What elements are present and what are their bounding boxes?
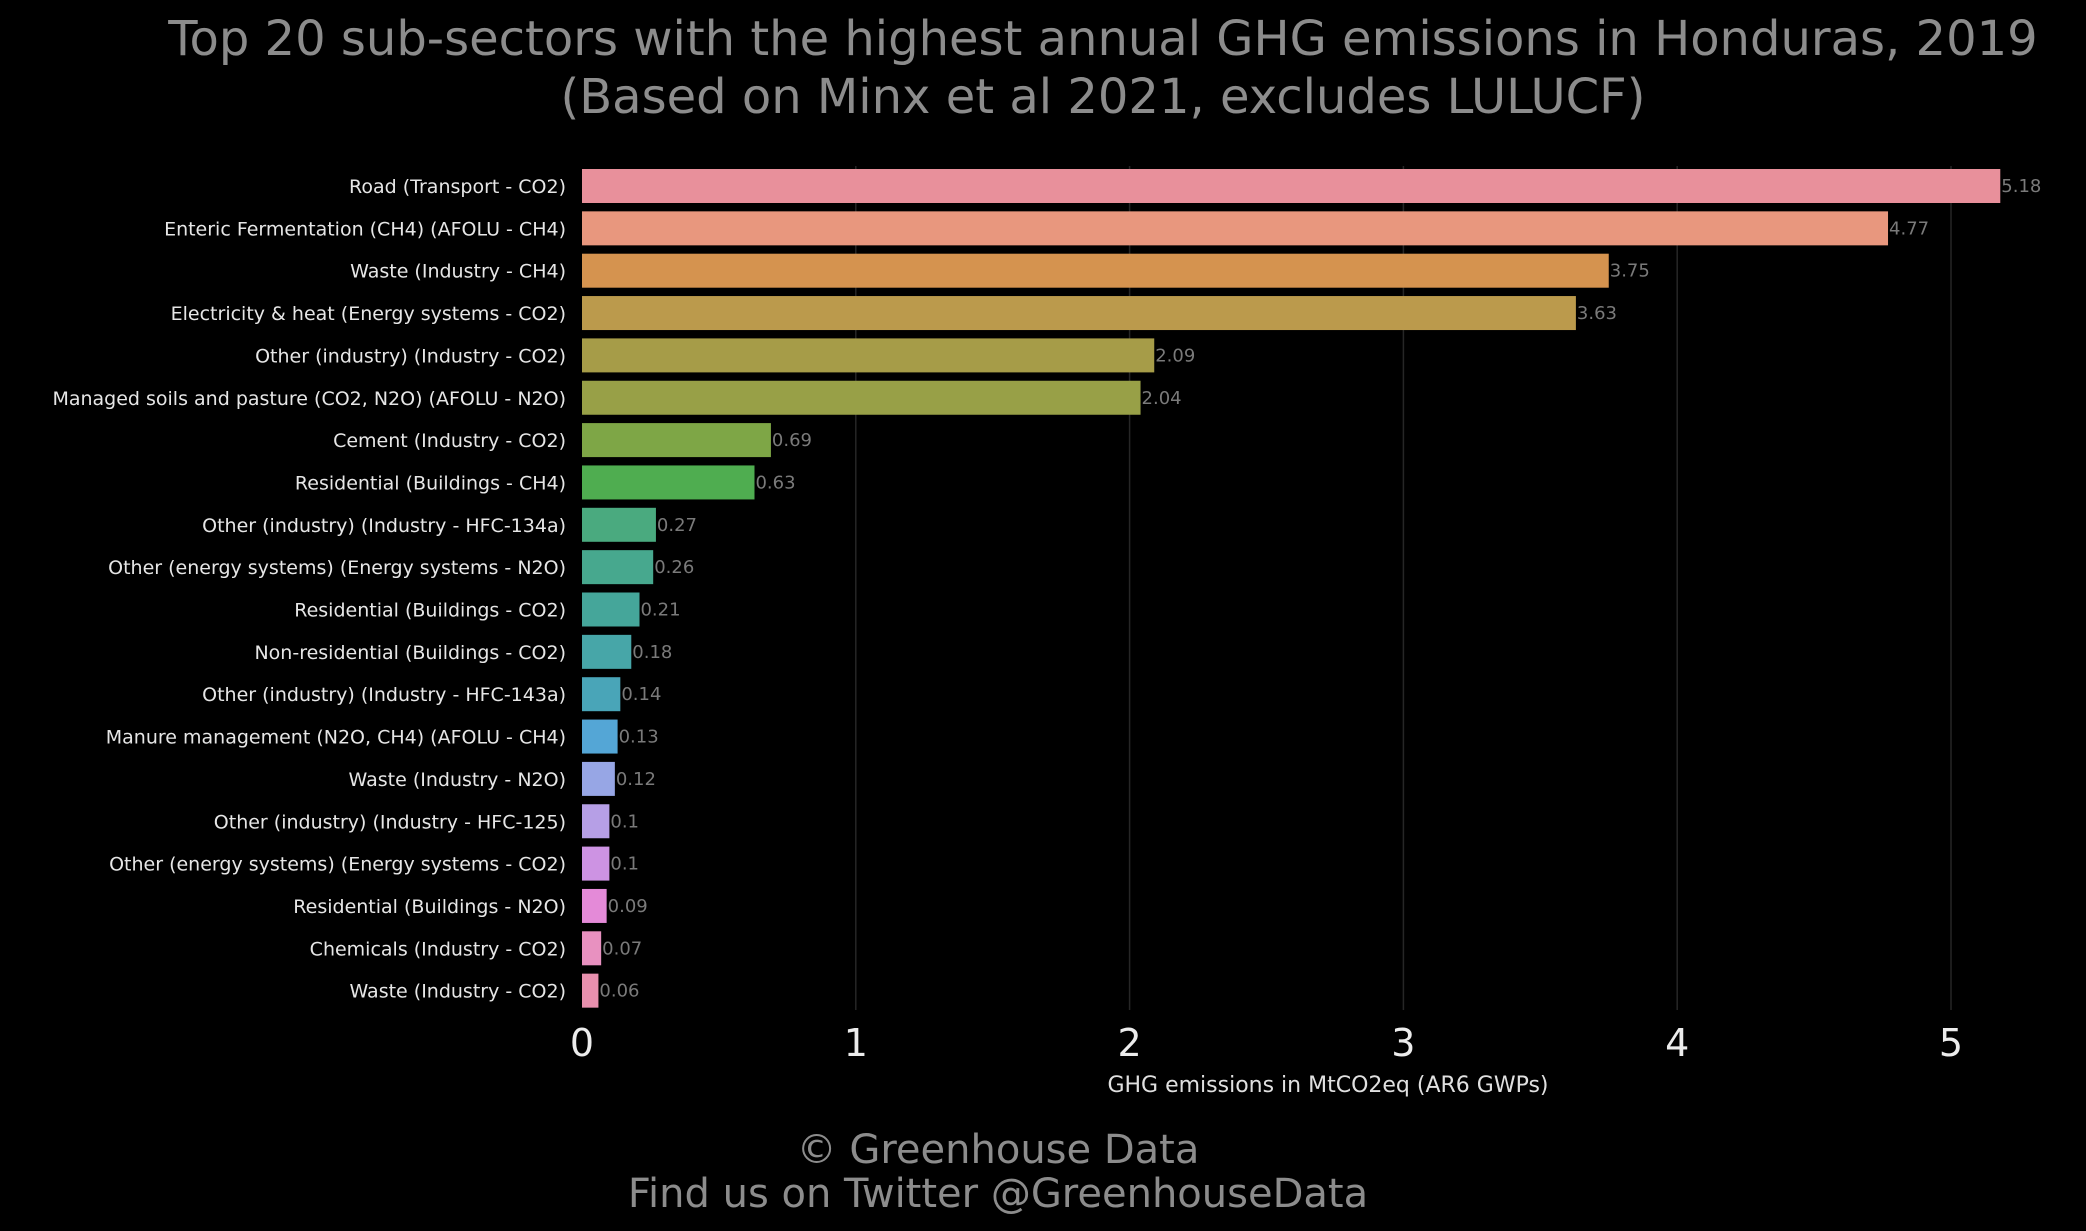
value-label-19: 0.07 [602, 938, 642, 959]
x-tick-label-1: 1 [844, 1021, 868, 1065]
category-label-3: Waste (Industry - CH4) [350, 261, 566, 283]
category-label-14: Manure management (N2O, CH4) (AFOLU - CH… [106, 727, 566, 749]
category-label-18: Residential (Buildings - N2O) [293, 896, 566, 918]
bar-18 [582, 888, 607, 923]
value-label-17: 0.1 [610, 854, 639, 875]
x-tick-label-0: 0 [570, 1021, 594, 1065]
category-labels: Road (Transport - CO2) Enteric Fermentati… [52, 176, 566, 1003]
category-label-13: Other (industry) (Industry - HFC-143a) [202, 684, 566, 706]
bar-6 [582, 380, 1141, 415]
bar-7 [582, 423, 771, 458]
bar-5 [582, 338, 1155, 373]
category-label-19: Chemicals (Industry - CO2) [310, 938, 566, 960]
value-label-12: 0.18 [632, 642, 672, 663]
bar-12 [582, 634, 632, 669]
category-label-12: Non-residential (Buildings - CO2) [254, 642, 566, 664]
value-label-7: 0.69 [772, 430, 812, 451]
category-label-15: Waste (Industry - N2O) [349, 769, 566, 791]
value-label-11: 0.21 [640, 600, 680, 621]
category-label-16: Other (industry) (Industry - HFC-125) [214, 811, 566, 833]
category-label-6: Managed soils and pasture (CO2, N2O) (AF… [52, 388, 566, 410]
value-label-16: 0.1 [610, 811, 639, 832]
category-label-1: Road (Transport - CO2) [349, 176, 566, 198]
bar-3 [582, 253, 1609, 288]
bar-4 [582, 296, 1576, 331]
category-label-9: Other (industry) (Industry - HFC-134a) [202, 515, 566, 537]
value-label-6: 2.04 [1142, 388, 1182, 409]
bar-20 [582, 973, 599, 1008]
category-label-20: Waste (Industry - CO2) [349, 981, 566, 1003]
category-label-7: Cement (Industry - CO2) [333, 430, 566, 452]
bar-17 [582, 846, 610, 881]
chart-title: Top 20 sub-sectors with the highest annu… [0, 10, 2086, 126]
category-label-10: Other (energy systems) (Energy systems -… [108, 557, 566, 579]
bar-2 [582, 211, 1889, 246]
bar-15 [582, 761, 615, 796]
value-label-10: 0.26 [654, 557, 694, 578]
bar-8 [582, 465, 755, 500]
bar-19 [582, 931, 602, 966]
value-label-4: 3.63 [1577, 303, 1617, 324]
bar-11 [582, 592, 640, 627]
bar-16 [582, 804, 610, 839]
bar-10 [582, 550, 654, 585]
value-label-3: 3.75 [1610, 261, 1650, 282]
category-label-17: Other (energy systems) (Energy systems -… [109, 854, 566, 876]
category-label-5: Other (industry) (Industry - CO2) [255, 345, 566, 367]
value-labels: 5.18 4.77 3.75 3.63 2.09 2.04 0.69 0.63 0.27 0.26… [599, 176, 2041, 1002]
category-label-11: Residential (Buildings - CO2) [294, 600, 566, 622]
category-label-8: Residential (Buildings - CH4) [295, 472, 566, 494]
value-label-2: 4.77 [1889, 218, 1929, 239]
footer-twitter: Find us on Twitter @GreenhouseData [627, 1171, 1369, 1217]
value-label-13: 0.14 [621, 684, 661, 705]
bar-9 [582, 507, 656, 542]
x-axis-label: GHG emissions in MtCO2eq (AR6 GWPs) [1107, 1073, 1548, 1098]
value-label-15: 0.12 [616, 769, 656, 790]
chart-title-line-1: Top 20 sub-sectors with the highest annu… [168, 11, 2038, 67]
footer-copyright: © Greenhouse Data [796, 1127, 1200, 1173]
value-label-8: 0.63 [755, 472, 795, 493]
bars [582, 169, 2001, 1008]
bar-13 [582, 677, 621, 712]
x-axis-ticks: 0 1 2 3 4 5 [570, 1021, 1963, 1065]
value-label-14: 0.13 [619, 727, 659, 748]
value-label-5: 2.09 [1155, 345, 1195, 366]
x-tick-label-4: 4 [1665, 1021, 1689, 1065]
bar-1 [582, 169, 2001, 203]
category-label-4: Electricity & heat (Energy systems - CO2… [171, 303, 566, 325]
x-tick-label-5: 5 [1939, 1021, 1963, 1065]
x-tick-label-3: 3 [1391, 1021, 1415, 1065]
value-label-20: 0.06 [599, 981, 639, 1002]
value-label-18: 0.09 [608, 896, 648, 917]
chart-title-line-2: (Based on Minx et al 2021, excludes LULU… [560, 69, 1646, 125]
grid-lines [855, 166, 1952, 1010]
x-tick-label-2: 2 [1118, 1021, 1142, 1065]
category-label-2: Enteric Fermentation (CH4) (AFOLU - CH4) [164, 218, 566, 240]
value-label-9: 0.27 [657, 515, 697, 536]
value-label-1: 5.18 [2001, 176, 2041, 197]
bar-14 [582, 719, 618, 754]
